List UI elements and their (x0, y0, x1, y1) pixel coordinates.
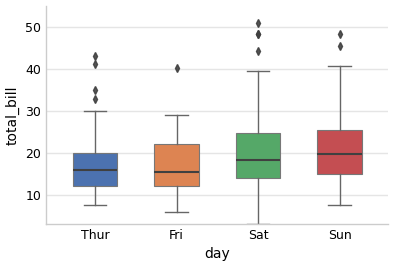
PathPatch shape (236, 133, 281, 178)
X-axis label: day: day (204, 248, 230, 261)
PathPatch shape (317, 130, 362, 174)
Y-axis label: total_bill: total_bill (6, 85, 20, 144)
PathPatch shape (72, 153, 117, 186)
PathPatch shape (154, 144, 199, 186)
